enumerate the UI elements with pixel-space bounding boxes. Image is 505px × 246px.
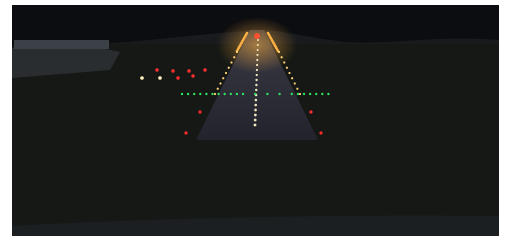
white-light — [140, 76, 144, 80]
centerline-light — [254, 124, 257, 127]
threshold-light — [266, 93, 268, 95]
red-light — [254, 33, 260, 39]
threshold-light — [193, 93, 195, 95]
screenshot — [0, 0, 505, 246]
red-light — [184, 131, 187, 134]
threshold-light — [224, 93, 226, 95]
edge-light — [296, 88, 298, 90]
threshold-light — [187, 93, 189, 95]
red-light — [171, 69, 174, 72]
edge-light — [236, 51, 238, 53]
centerline-light — [255, 89, 257, 91]
centerline-light — [254, 114, 257, 117]
threshold-light — [230, 93, 232, 95]
centerline-light — [257, 44, 259, 46]
edge-light — [217, 88, 219, 90]
threshold-light — [291, 93, 293, 95]
centerline-light — [255, 84, 257, 86]
red-light — [198, 110, 201, 113]
edge-light — [228, 67, 230, 69]
threshold-light — [242, 93, 244, 95]
red-light — [187, 69, 190, 72]
edge-light — [291, 77, 293, 79]
threshold-light — [309, 93, 311, 95]
threshold-light — [321, 93, 323, 95]
threshold-light — [217, 93, 219, 95]
edge-light — [233, 56, 235, 58]
white-light — [158, 76, 162, 80]
hangar — [14, 40, 109, 49]
threshold-light — [303, 93, 305, 95]
edge-light — [222, 77, 224, 79]
red-light — [155, 68, 158, 71]
red-light — [176, 76, 179, 79]
threshold-light — [315, 93, 317, 95]
centerline-light — [255, 99, 258, 102]
threshold-light — [199, 93, 201, 95]
centerline-light — [257, 39, 259, 41]
centerline-light — [255, 79, 257, 81]
red-light — [309, 110, 312, 113]
centerline-light — [256, 64, 258, 66]
threshold-light — [327, 93, 329, 95]
edge-light — [286, 67, 288, 69]
centerline-light — [256, 59, 258, 61]
edge-light — [281, 56, 283, 58]
threshold-light — [211, 93, 213, 95]
threshold-light — [278, 93, 280, 95]
edge-light — [230, 61, 232, 63]
centerline-light — [256, 74, 258, 76]
centerline-light — [254, 109, 257, 112]
edge-light — [214, 93, 216, 95]
centerline-light — [256, 54, 258, 56]
edge-light — [294, 82, 296, 84]
red-light — [203, 68, 206, 71]
threshold-light — [236, 93, 238, 95]
edge-light — [299, 93, 301, 95]
red-light — [319, 131, 322, 134]
edge-light — [278, 51, 280, 53]
centerline-light — [254, 119, 257, 122]
threshold-light — [205, 93, 207, 95]
threshold-light — [254, 93, 256, 95]
edge-light — [219, 82, 221, 84]
edge-light — [283, 61, 285, 63]
centerline-light — [257, 49, 259, 51]
red-light — [191, 74, 194, 77]
threshold-light — [297, 93, 299, 95]
edge-light — [225, 72, 227, 74]
centerline-light — [254, 104, 257, 107]
threshold-light — [181, 93, 183, 95]
edge-light — [288, 72, 290, 74]
centerline-light — [256, 69, 258, 71]
